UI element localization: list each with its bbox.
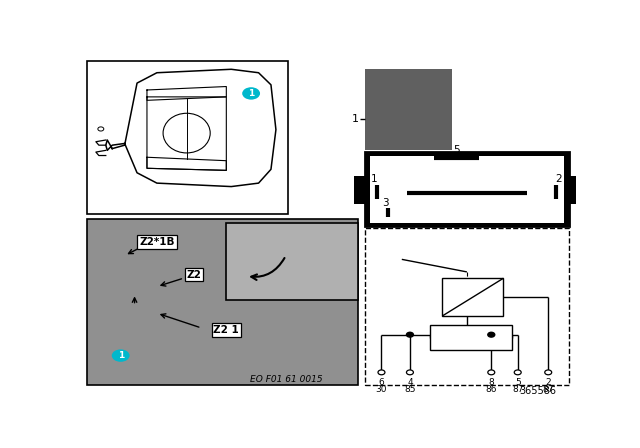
Bar	[365, 69, 452, 151]
Text: Z2: Z2	[187, 270, 202, 280]
Bar	[365, 152, 568, 226]
Bar	[88, 60, 289, 214]
Text: 1: 1	[248, 89, 254, 98]
Text: EO F01 61 0015: EO F01 61 0015	[250, 375, 322, 384]
Text: 86: 86	[486, 385, 497, 395]
Circle shape	[515, 370, 521, 375]
Bar	[355, 176, 366, 204]
Circle shape	[378, 370, 385, 375]
Circle shape	[406, 332, 413, 337]
Bar	[442, 278, 504, 316]
Circle shape	[98, 127, 104, 131]
Text: 4: 4	[407, 378, 413, 387]
Text: 5: 5	[453, 145, 460, 155]
Circle shape	[242, 87, 260, 99]
Text: 1: 1	[371, 174, 378, 184]
Circle shape	[545, 370, 552, 375]
Text: 87: 87	[543, 385, 554, 395]
Text: 2: 2	[545, 378, 551, 387]
Circle shape	[488, 332, 495, 337]
Bar	[365, 228, 568, 385]
Text: 3: 3	[382, 198, 388, 208]
Bar	[430, 325, 511, 350]
Text: 8: 8	[488, 378, 494, 387]
Circle shape	[112, 349, 130, 362]
Bar	[227, 223, 358, 301]
Text: 2: 2	[556, 174, 562, 184]
Text: 85: 85	[404, 385, 416, 395]
Text: 6: 6	[379, 378, 385, 387]
Text: Z2*1B: Z2*1B	[139, 237, 175, 247]
Text: 1: 1	[352, 114, 359, 124]
Text: 1: 1	[118, 351, 124, 360]
Bar	[568, 176, 579, 204]
Text: 5: 5	[515, 378, 520, 387]
Text: 365586: 365586	[519, 386, 556, 396]
Text: 30: 30	[376, 385, 387, 395]
Circle shape	[406, 370, 413, 375]
Text: Z2 1: Z2 1	[214, 325, 239, 335]
Bar	[88, 220, 358, 385]
Text: 87: 87	[512, 385, 524, 395]
Circle shape	[488, 370, 495, 375]
Bar	[370, 155, 564, 223]
